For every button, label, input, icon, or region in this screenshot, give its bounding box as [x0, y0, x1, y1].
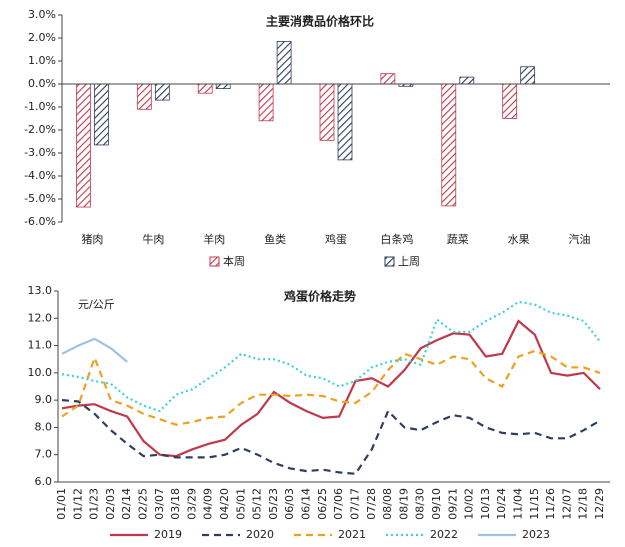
x-tick-label: 06/25: [316, 488, 329, 520]
bar: [319, 83, 335, 141]
bar: [215, 83, 231, 89]
x-tick-label: 07/17: [348, 488, 361, 520]
line: [61, 399, 601, 475]
y-tick-label: 8.0: [35, 420, 53, 433]
x-tick-label: 03/18: [169, 488, 182, 520]
legend-label: 2022: [430, 528, 458, 541]
y-tick-label: 1.0%: [28, 54, 56, 67]
x-tick-label: 09/10: [430, 488, 443, 520]
y-tick-label: 9.0: [35, 393, 53, 406]
x-tick-label: 12/07: [560, 488, 573, 520]
legend-label: 2019: [154, 528, 182, 541]
x-tick-label: 蔬菜: [447, 233, 469, 246]
x-tick-label: 04/09: [202, 488, 215, 520]
bar: [76, 83, 91, 208]
x-tick-label: 牛肉: [142, 232, 164, 246]
x-tick-label: 03/07: [153, 488, 166, 520]
x-tick-label: 白条鸡: [380, 232, 413, 246]
bar: [502, 83, 518, 119]
legend-label: 上周: [398, 255, 420, 268]
chart-title: 鸡蛋价格走势: [283, 289, 356, 304]
x-tick-label: 12/29: [593, 488, 606, 520]
bar: [136, 83, 152, 110]
legend-swatch: [209, 256, 220, 267]
x-tick-label: 羊肉: [203, 232, 225, 246]
y-tick-label: 7.0: [35, 448, 53, 461]
legend-label: 2023: [522, 528, 550, 541]
x-tick-label: 06/14: [300, 488, 313, 520]
y-tick-label: 12.0: [28, 311, 53, 324]
legend-label: 2021: [338, 528, 366, 541]
y-tick-label: 11.0: [28, 339, 53, 352]
y-tick-label: -1.0%: [24, 100, 56, 113]
x-tick-label: 10/24: [495, 488, 508, 520]
x-tick-label: 01/12: [71, 488, 84, 520]
y-tick-label: -2.0%: [24, 123, 56, 136]
x-tick-label: 02/14: [120, 488, 133, 520]
x-tick-label: 10/13: [479, 488, 492, 520]
y-axis-label: 元/公斤: [78, 298, 115, 311]
x-tick-label: 03/29: [185, 488, 198, 520]
y-tick-label: 2.0%: [28, 31, 56, 44]
line: [61, 319, 601, 458]
x-tick-label: 02/25: [137, 488, 150, 520]
x-tick-label: 07/06: [332, 488, 345, 520]
x-tick-label: 05/23: [267, 488, 280, 520]
bar: [258, 83, 274, 122]
y-tick-label: 3.0%: [28, 8, 56, 21]
x-tick-label: 08/30: [414, 488, 427, 520]
x-tick-label: 12/18: [577, 488, 590, 520]
legend-label: 本周: [223, 254, 245, 268]
x-tick-label: 11/15: [528, 488, 541, 520]
x-tick-label: 08/19: [397, 488, 410, 520]
y-tick-label: -3.0%: [24, 146, 56, 159]
bar: [459, 76, 475, 85]
y-tick-label: 0.0%: [28, 77, 56, 90]
x-tick-label: 11/26: [544, 488, 557, 520]
bar: [94, 83, 109, 146]
y-tick-label: -4.0%: [24, 169, 56, 182]
chart-title: 主要消费品价格环比: [266, 14, 374, 29]
x-tick-label: 01/01: [55, 488, 68, 520]
bar: [337, 83, 353, 161]
x-tick-label: 02/03: [104, 488, 117, 520]
legend-swatch: [384, 256, 395, 267]
legend-label: 2020: [246, 528, 274, 541]
bar: [441, 83, 457, 207]
y-tick-label: -6.0%: [24, 215, 56, 228]
x-tick-label: 汽油: [569, 232, 591, 246]
x-tick-label: 05/12: [251, 488, 264, 520]
x-tick-label: 04/20: [218, 488, 231, 520]
line: [61, 337, 128, 363]
x-tick-label: 猪肉: [81, 233, 103, 246]
bar: [380, 73, 396, 85]
x-tick-label: 水果: [508, 233, 530, 246]
y-tick-label: 10.0: [28, 366, 53, 379]
x-tick-label: 01/23: [88, 488, 101, 520]
x-tick-label: 11/04: [511, 488, 524, 520]
x-tick-label: 07/28: [365, 488, 378, 520]
x-tick-label: 05/01: [234, 488, 247, 520]
x-tick-label: 09/21: [446, 488, 459, 520]
x-tick-label: 鱼类: [264, 232, 286, 246]
bar: [197, 83, 213, 94]
y-tick-label: 6.0: [35, 475, 53, 488]
y-tick-label: 13.0: [28, 284, 53, 297]
bar: [276, 41, 292, 85]
bar: [154, 83, 170, 101]
line: [61, 349, 601, 426]
x-tick-label: 10/02: [463, 488, 476, 520]
y-tick-label: -5.0%: [24, 192, 56, 205]
x-tick-label: 06/03: [283, 488, 296, 520]
x-tick-label: 08/08: [381, 488, 394, 520]
x-tick-label: 鸡蛋: [325, 232, 347, 246]
bar: [520, 66, 536, 85]
